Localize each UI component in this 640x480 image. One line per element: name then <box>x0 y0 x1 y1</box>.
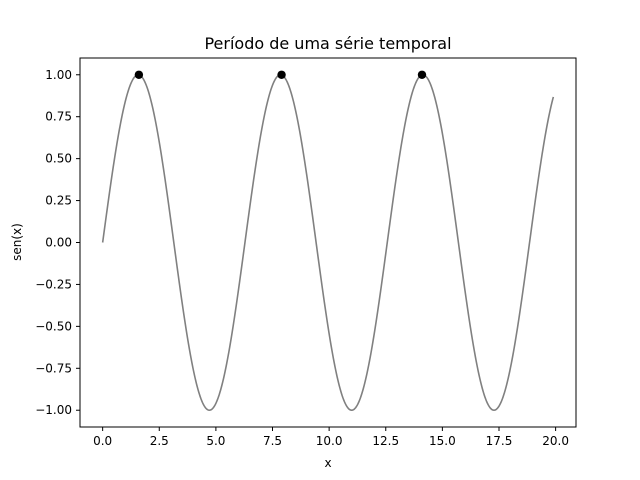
peak-marker <box>134 70 144 79</box>
y-tick-label: 0.00 <box>45 236 72 250</box>
x-tick-label: 10.0 <box>316 434 343 448</box>
y-tick-label: −0.75 <box>35 361 72 375</box>
plot-area <box>79 57 577 428</box>
series-layer <box>101 73 555 412</box>
y-axis-label: sen(x) <box>10 223 24 261</box>
peak-marker <box>277 70 286 79</box>
x-tick-label: 5.0 <box>206 434 225 448</box>
x-tick-label: 2.5 <box>150 434 169 448</box>
y-axis: −1.00 −0.75 −0.50 −0.25 0.00 0.25 0.50 0.75 1.00 <box>35 68 80 417</box>
x-tick-label: 20.0 <box>542 434 569 448</box>
sine-series-line <box>101 73 555 412</box>
x-tick-label: 15.0 <box>429 434 456 448</box>
x-axis: 0.0 2.5 5.0 7.5 10.0 12.5 15.0 17.5 20.0 <box>93 427 569 448</box>
x-tick-label: 17.5 <box>486 434 513 448</box>
y-tick-label: −0.25 <box>35 277 72 291</box>
x-tick-label: 7.5 <box>263 434 282 448</box>
x-tick-label: 0.0 <box>93 434 112 448</box>
y-tick-label: 0.75 <box>45 110 72 124</box>
peak-marker <box>417 70 427 79</box>
y-tick-label: −1.00 <box>35 403 72 417</box>
chart-title: Período de uma série temporal <box>204 34 451 53</box>
marker-layer <box>134 70 427 79</box>
y-tick-label: 1.00 <box>45 68 72 82</box>
x-tick-label: 12.5 <box>372 434 399 448</box>
y-tick-label: 0.50 <box>45 152 72 166</box>
y-tick-label: −0.50 <box>35 319 72 333</box>
x-axis-label: x <box>324 456 331 470</box>
y-tick-label: 0.25 <box>45 194 72 208</box>
